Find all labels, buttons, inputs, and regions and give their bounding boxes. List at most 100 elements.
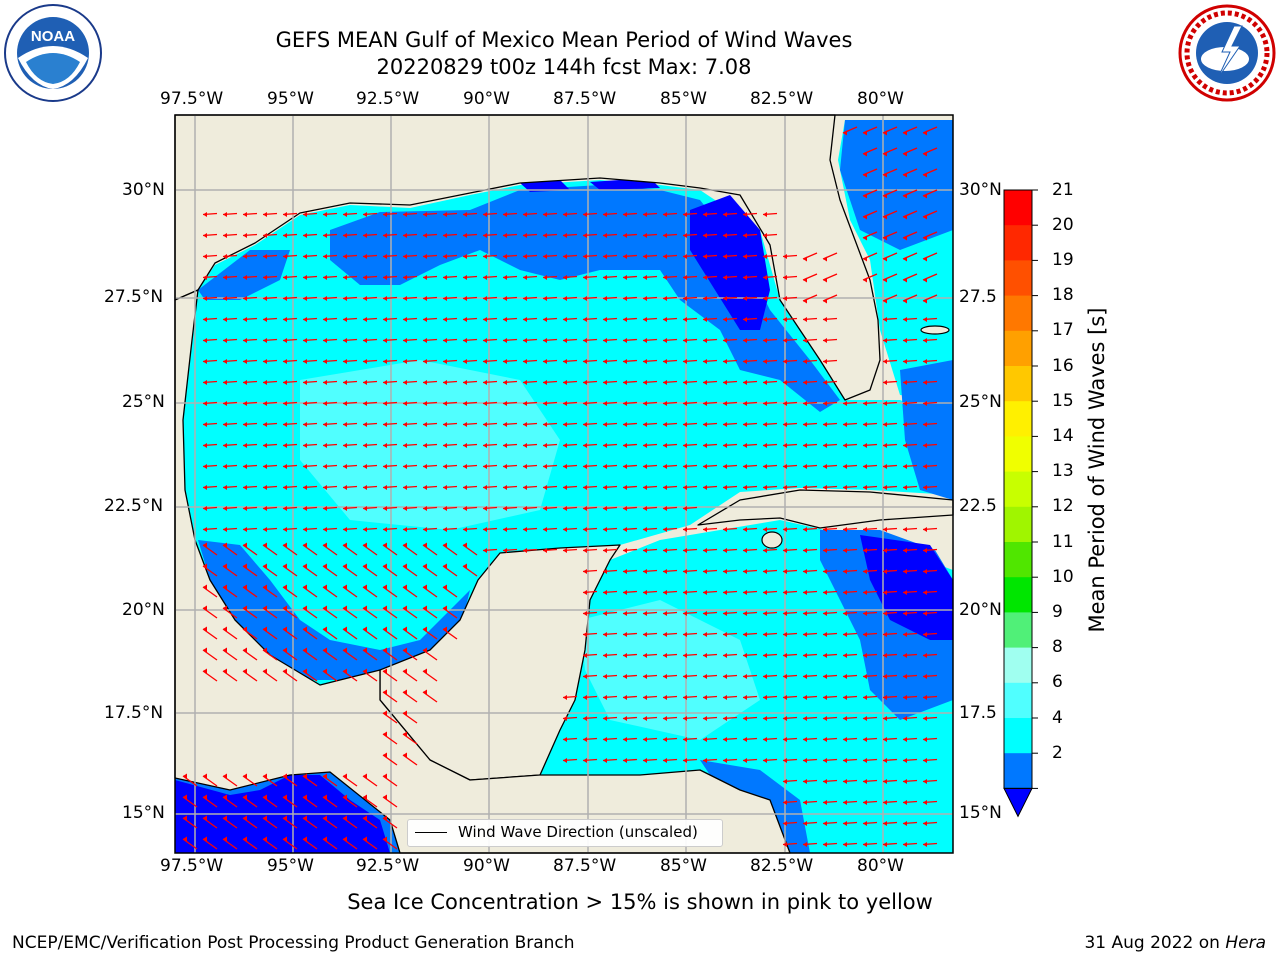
wind-wave-arrowhead — [383, 836, 387, 842]
wind-wave-arrowhead — [783, 758, 787, 763]
wind-wave-arrowhead — [443, 359, 447, 364]
wind-wave-arrow — [382, 754, 398, 766]
wind-wave-arrowhead — [823, 317, 827, 322]
lon-tick-top: 80°W — [857, 89, 904, 109]
wind-wave-arrowhead — [403, 275, 407, 280]
wind-wave-arrow — [442, 628, 458, 640]
wind-wave-arrowhead — [823, 737, 827, 742]
colorbar-label: 13 — [1052, 461, 1074, 481]
wind-wave-arrow — [422, 649, 438, 661]
wind-wave-arrowhead — [363, 233, 367, 238]
wind-wave-arrow — [362, 775, 378, 787]
wind-wave-arrowhead — [523, 548, 527, 553]
wind-wave-arrowhead — [303, 401, 307, 406]
wind-wave-arrow — [302, 838, 318, 850]
colorbar-segment — [1004, 753, 1032, 789]
wind-wave-arrowhead — [383, 752, 387, 758]
wind-wave-arrowhead — [663, 296, 667, 301]
wind-wave-arrowhead — [663, 275, 667, 280]
wind-wave-arrowhead — [223, 836, 227, 842]
wind-wave-arrowhead — [683, 422, 687, 427]
wind-wave-arrowhead — [343, 275, 347, 280]
wind-wave-arrowhead — [443, 254, 447, 259]
wind-wave-arrowhead — [723, 422, 727, 427]
wind-wave-arrowhead — [223, 464, 227, 469]
wind-wave-arrowhead — [643, 569, 647, 574]
wind-wave-arrowhead — [643, 401, 647, 406]
wind-wave-arrowhead — [903, 716, 907, 721]
wind-wave-arrowhead — [323, 647, 327, 653]
wind-wave-arrowhead — [743, 296, 747, 301]
wind-wave-arrowhead — [383, 626, 387, 632]
wind-wave-arrow — [222, 586, 238, 598]
wind-wave-arrowhead — [363, 380, 367, 385]
wind-wave-arrowhead — [583, 485, 587, 490]
wind-wave-arrowhead — [623, 422, 627, 427]
wind-wave-arrowhead — [683, 527, 687, 532]
wind-wave-arrowhead — [603, 275, 607, 280]
wind-wave-arrowhead — [643, 758, 647, 763]
wind-wave-arrow — [282, 607, 298, 619]
wind-wave-arrowhead — [503, 359, 507, 364]
wind-wave-arrowhead — [603, 527, 607, 532]
wind-wave-arrowhead — [823, 842, 827, 847]
wind-wave-arrowhead — [643, 653, 647, 658]
lat-tick-right: 22.5 — [959, 496, 997, 516]
wind-wave-arrowhead — [823, 464, 827, 469]
wind-wave-arrowhead — [603, 233, 607, 238]
wind-wave-arrow — [262, 649, 278, 661]
wind-wave-arrowhead — [923, 193, 927, 199]
wind-wave-arrowhead — [383, 380, 387, 385]
wind-wave-arrowhead — [783, 653, 787, 658]
wind-wave-arrowhead — [783, 716, 787, 721]
wind-wave-arrowhead — [763, 527, 767, 532]
wind-wave-arrowhead — [423, 338, 427, 343]
wind-wave-arrowhead — [743, 611, 747, 616]
wind-wave-arrowhead — [323, 815, 327, 821]
wind-wave-arrowhead — [443, 584, 447, 590]
wind-wave-arrowhead — [263, 296, 267, 301]
wind-wave-arrow — [302, 586, 318, 598]
wind-wave-arrowhead — [343, 773, 347, 779]
wind-wave-arrowhead — [703, 212, 707, 217]
wind-wave-arrow — [342, 565, 358, 577]
wind-wave-arrowhead — [683, 212, 687, 217]
wind-wave-arrowhead — [483, 296, 487, 301]
lon-tick-bottom: 97.5°W — [160, 856, 224, 876]
wind-wave-arrowhead — [623, 716, 627, 721]
wind-wave-arrowhead — [803, 842, 807, 847]
wind-wave-arrowhead — [923, 779, 927, 784]
wind-wave-arrowhead — [843, 422, 847, 427]
blue-band — [900, 360, 953, 500]
wind-wave-arrowhead — [283, 563, 287, 569]
colorbar-segment — [1004, 542, 1032, 578]
wind-wave-arrowhead — [863, 401, 867, 406]
wind-wave-arrowhead — [243, 605, 247, 611]
wind-wave-arrowhead — [203, 338, 207, 343]
wind-wave-arrowhead — [703, 296, 707, 301]
wind-wave-arrowhead — [263, 668, 267, 674]
wind-wave-arrow — [222, 838, 238, 850]
wind-wave-arrowhead — [423, 605, 427, 611]
wind-wave-arrow — [362, 649, 378, 661]
wind-wave-arrowhead — [483, 527, 487, 532]
colorbar-segment — [1004, 647, 1032, 684]
colorbar-segment — [1004, 366, 1032, 402]
wind-wave-arrow — [402, 691, 418, 703]
wind-wave-arrowhead — [483, 338, 487, 343]
wind-wave-arrowhead — [703, 716, 707, 721]
wind-wave-arrowhead — [403, 338, 407, 343]
wind-wave-arrowhead — [223, 794, 227, 800]
wind-wave-arrowhead — [723, 674, 727, 679]
wind-wave-arrowhead — [763, 674, 767, 679]
wind-wave-arrowhead — [303, 815, 307, 821]
legend-label: Wind Wave Direction (unscaled) — [458, 823, 698, 841]
wind-wave-arrow — [282, 775, 298, 787]
wind-wave-arrowhead — [763, 695, 767, 700]
wind-wave-arrowhead — [643, 506, 647, 511]
wind-wave-arrowhead — [323, 584, 327, 590]
wind-wave-arrow — [202, 649, 218, 661]
wind-wave-arrow — [402, 607, 418, 619]
wind-wave-arrowhead — [403, 605, 407, 611]
wind-wave-arrowhead — [443, 542, 447, 548]
